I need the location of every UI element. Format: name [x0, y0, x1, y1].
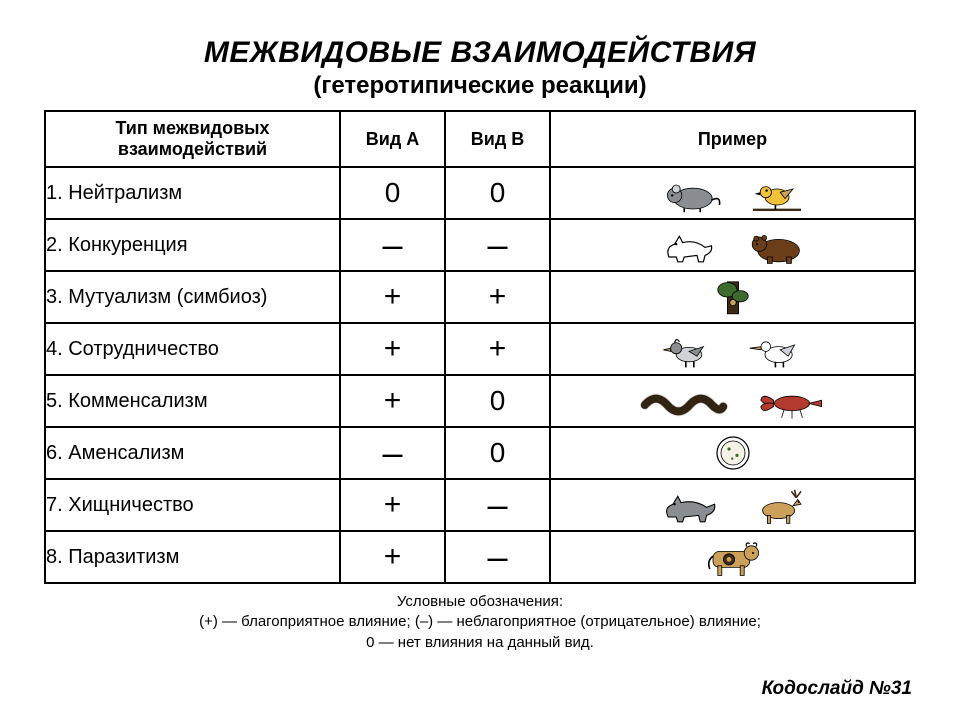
rodent-icon	[657, 173, 721, 213]
row-species-a: +	[340, 271, 445, 323]
row-species-b: +	[445, 271, 550, 323]
slide: МЕЖВИДОВЫЕ ВЗАИМОДЕЙСТВИЯ (гетеротипичес…	[0, 0, 960, 720]
table-row: 3. Мутуализм (симбиоз)++	[45, 271, 915, 323]
wolf-gray-icon	[657, 485, 721, 525]
table-row: 2. Конкуренция––	[45, 219, 915, 271]
row-name: 4. Сотрудничество	[45, 323, 340, 375]
slide-number: Кодослайд №31	[44, 678, 916, 700]
deer-icon	[745, 485, 809, 525]
row-species-b: –	[445, 219, 550, 271]
col-b: Вид В	[445, 111, 550, 167]
row-example	[550, 531, 915, 583]
bird-gray-a-icon	[657, 329, 721, 369]
row-species-b: 0	[445, 427, 550, 479]
table-row: 6. Аменсализм–0	[45, 427, 915, 479]
table-row: 8. Паразитизм+–	[45, 531, 915, 583]
table-row: 5. Комменсализм+0	[45, 375, 915, 427]
col-a: Вид А	[340, 111, 445, 167]
row-name: 6. Аменсализм	[45, 427, 340, 479]
interactions-table: Тип межвидовых взаимодействий Вид А Вид …	[44, 110, 916, 584]
row-example	[550, 323, 915, 375]
row-species-b: 0	[445, 167, 550, 219]
bird-yellow-icon	[745, 173, 809, 213]
col-example: Пример	[550, 111, 915, 167]
crayfish-icon	[755, 381, 829, 421]
bird-gray-b-icon	[745, 329, 809, 369]
row-example	[550, 219, 915, 271]
table-row: 7. Хищничество+–	[45, 479, 915, 531]
row-species-a: –	[340, 427, 445, 479]
row-species-a: +	[340, 479, 445, 531]
row-example	[550, 479, 915, 531]
row-name: 3. Мутуализм (симбиоз)	[45, 271, 340, 323]
slide-title: МЕЖВИДОВЫЕ ВЗАИМОДЕЙСТВИЯ	[44, 36, 916, 70]
row-species-b: 0	[445, 375, 550, 427]
row-name: 7. Хищничество	[45, 479, 340, 531]
row-example	[550, 271, 915, 323]
dish-icon	[713, 433, 753, 473]
row-name: 8. Паразитизм	[45, 531, 340, 583]
cow-icon	[696, 537, 770, 577]
worm-icon	[637, 381, 731, 421]
row-species-a: 0	[340, 167, 445, 219]
wolf-white-icon	[657, 225, 721, 265]
row-species-b: –	[445, 479, 550, 531]
table-header: Тип межвидовых взаимодействий Вид А Вид …	[45, 111, 915, 167]
row-species-a: +	[340, 531, 445, 583]
row-species-a: –	[340, 219, 445, 271]
tree-trunk-icon	[713, 277, 753, 317]
legend-line-3: 0 — нет влияния на данный вид.	[44, 633, 916, 653]
row-species-b: +	[445, 323, 550, 375]
row-example	[550, 375, 915, 427]
row-example	[550, 427, 915, 479]
table-body: 1. Нейтрализм00 2. Конкуренция––	[45, 167, 915, 583]
legend-heading: Условные обозначения:	[44, 592, 916, 612]
bear-icon	[745, 225, 809, 265]
table-row: 4. Сотрудничество++	[45, 323, 915, 375]
col-type: Тип межвидовых взаимодействий	[45, 111, 340, 167]
row-species-b: –	[445, 531, 550, 583]
legend-line-2: (+) — благоприятное влияние; (–) — небла…	[44, 612, 916, 632]
row-name: 1. Нейтрализм	[45, 167, 340, 219]
slide-subtitle: (гетеротипические реакции)	[44, 72, 916, 100]
legend: Условные обозначения: (+) — благоприятно…	[44, 592, 916, 653]
row-name: 2. Конкуренция	[45, 219, 340, 271]
row-example	[550, 167, 915, 219]
row-species-a: +	[340, 375, 445, 427]
row-name: 5. Комменсализм	[45, 375, 340, 427]
row-species-a: +	[340, 323, 445, 375]
table-row: 1. Нейтрализм00	[45, 167, 915, 219]
